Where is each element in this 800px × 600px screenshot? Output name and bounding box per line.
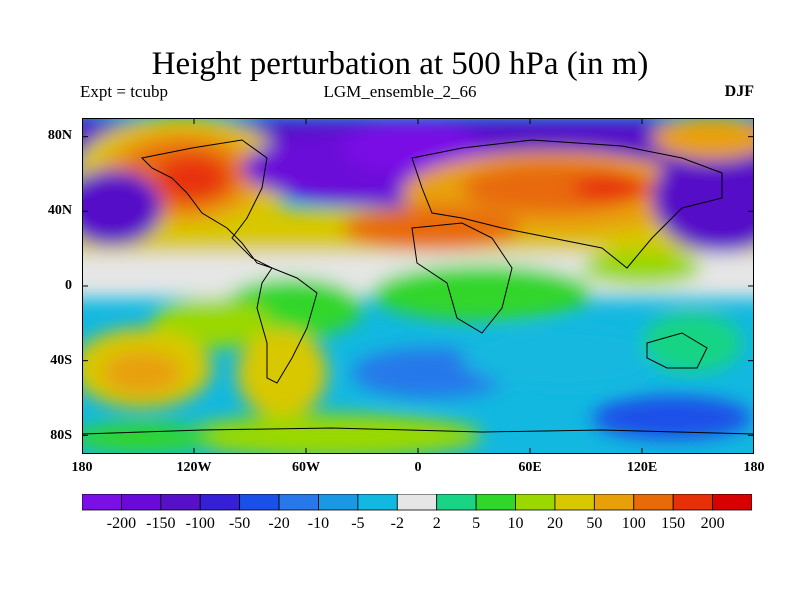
coastlines <box>82 139 754 435</box>
lon-tick-label: 60W <box>292 460 320 475</box>
lon-tick-label: 120W <box>176 460 212 475</box>
colorbar-label: 10 <box>507 515 524 532</box>
lon-tick-label: 180 <box>71 460 93 475</box>
season-label: DJF <box>724 83 754 100</box>
colorbar-swatch <box>515 494 556 511</box>
colorbar-swatch <box>554 494 595 511</box>
lat-tick-label: 0 <box>65 278 72 293</box>
colorbar-swatch <box>239 494 280 511</box>
colorbar-swatch <box>475 494 516 511</box>
colorbar-label: -5 <box>351 515 365 532</box>
colorbar <box>82 494 752 511</box>
lat-tick-label: 80N <box>47 128 72 143</box>
colorbar-label: 20 <box>546 515 563 532</box>
colorbar-swatch <box>436 494 477 511</box>
colorbar-swatch <box>199 494 241 511</box>
lon-tick-label: 120E <box>626 460 658 475</box>
colorbar-label: 5 <box>472 515 481 532</box>
colorbar-swatch <box>633 494 674 511</box>
colorbar-swatch <box>712 494 752 511</box>
colorbar-label: 200 <box>700 515 725 532</box>
colorbar-swatch <box>357 494 398 511</box>
colorbar-label: -50 <box>228 515 251 532</box>
colorbar-swatch <box>121 494 162 511</box>
colorbar-swatch <box>318 494 359 511</box>
colorbar-label: 50 <box>586 515 603 532</box>
colorbar-swatch <box>396 494 438 511</box>
lat-tick-label: 40N <box>47 203 72 218</box>
colorbar-label: -20 <box>268 515 290 532</box>
colorbar-swatch <box>82 494 122 511</box>
map-ticks <box>82 118 754 454</box>
plot-title: Height perturbation at 500 hPa (in m) <box>151 46 649 82</box>
ensemble-label: LGM_ensemble_2_66 <box>323 82 477 101</box>
lat-tick-label: 40S <box>50 353 72 368</box>
colorbar-swatch <box>278 494 319 511</box>
lon-tick-label: 60E <box>518 460 542 475</box>
colorbar-label: -150 <box>146 515 176 532</box>
experiment-label: Expt = tcubp <box>80 82 168 101</box>
lon-tick-label: 0 <box>414 460 422 475</box>
colorbar-swatch <box>593 494 635 511</box>
lon-tick-label: 180 <box>743 460 765 475</box>
colorbar-label: -200 <box>106 515 137 532</box>
colorbar-swatch <box>672 494 713 511</box>
colorbar-label: 150 <box>661 515 686 532</box>
colorbar-label: -2 <box>390 515 404 532</box>
colorbar-label: -10 <box>307 515 330 532</box>
colorbar-label: -100 <box>185 515 215 532</box>
height-perturbation-map <box>82 118 754 454</box>
lat-tick-label: 80S <box>50 428 72 443</box>
colorbar-label: 2 <box>432 515 441 532</box>
colorbar-swatch <box>160 494 201 511</box>
colorbar-label: 100 <box>621 515 646 532</box>
